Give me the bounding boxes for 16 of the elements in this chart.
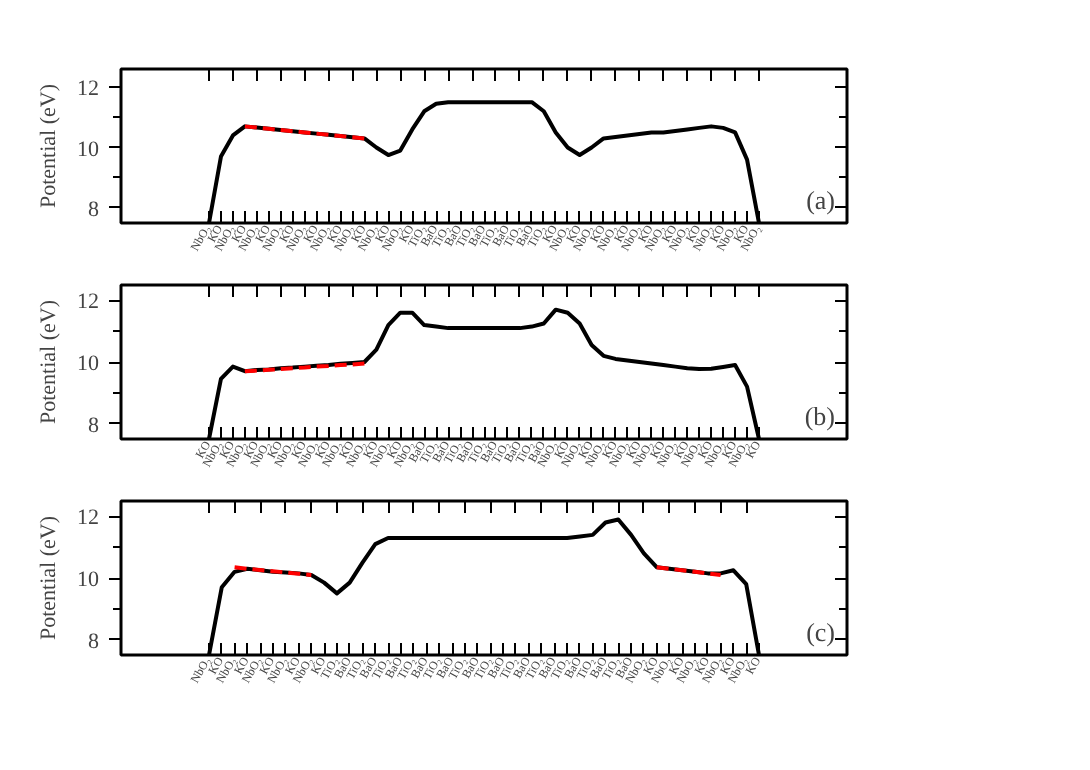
y-tick-label: 10 [77, 568, 100, 592]
text: (c) [806, 617, 836, 647]
y-tick-label: 12 [77, 77, 99, 102]
y-tick-label: 10 [77, 352, 100, 376]
y-tick-label: 8 [88, 413, 100, 438]
y-tick-label: 12 [77, 290, 99, 315]
y-tick-label: 10 [77, 137, 100, 162]
text: (b) [804, 401, 836, 431]
y-axis-title: Potential (eV) [37, 299, 61, 425]
y-axis-title: Potential (eV) [37, 83, 61, 209]
y-tick-label: 8 [88, 197, 100, 222]
text: (a) [806, 185, 836, 215]
y-tick-label: 12 [77, 506, 99, 531]
y-axis-title: Potential (eV) [37, 515, 61, 641]
line-series [242, 124, 367, 141]
y-tick-label: 8 [88, 629, 100, 654]
